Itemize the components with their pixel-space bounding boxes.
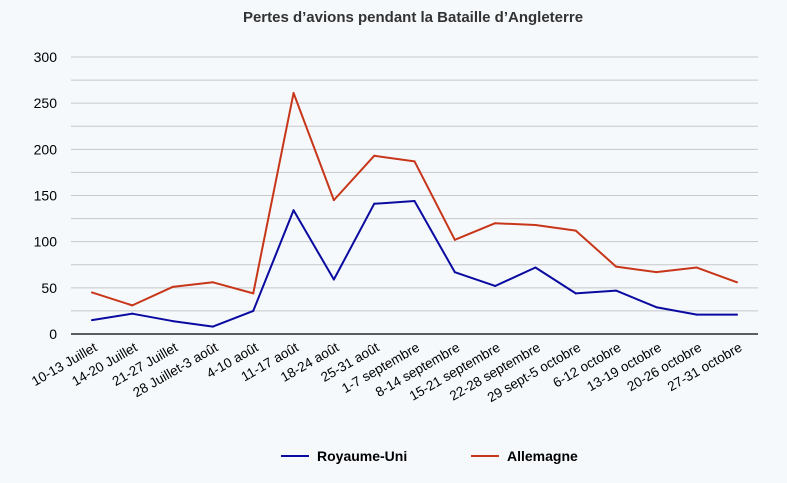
data-point — [332, 278, 335, 281]
data-point — [211, 325, 214, 328]
data-point — [131, 312, 134, 315]
legend-label: Allemagne — [507, 448, 578, 464]
legend: Royaume-Uni Allemagne — [281, 448, 578, 464]
data-point — [574, 292, 577, 295]
data-point — [91, 291, 93, 294]
data-point — [413, 200, 416, 203]
data-point — [655, 306, 658, 309]
series-line-allemagne — [91, 92, 738, 307]
data-point — [615, 289, 618, 292]
y-tick-label: 250 — [34, 95, 58, 111]
data-point — [736, 281, 738, 284]
data-point — [453, 238, 456, 241]
data-point — [655, 271, 658, 274]
data-point — [695, 313, 698, 316]
legend-label: Royaume-Uni — [317, 448, 407, 464]
data-point — [91, 319, 93, 322]
y-tick-label: 200 — [34, 141, 58, 157]
data-point — [373, 154, 376, 157]
y-tick-label: 300 — [34, 49, 58, 65]
series-line-royaume-uni — [91, 200, 737, 328]
data-point — [252, 309, 255, 312]
data-point — [494, 284, 497, 287]
legend-item[interactable]: Allemagne — [471, 448, 578, 464]
chart-title: Pertes d’avions pendant la Bataille d’An… — [243, 9, 583, 26]
legend-item[interactable]: Royaume-Uni — [281, 448, 407, 464]
data-point — [332, 199, 335, 202]
data-point — [171, 285, 174, 288]
data-point — [373, 202, 376, 205]
gridlines — [71, 56, 758, 335]
data-point — [736, 313, 738, 316]
data-point — [494, 222, 497, 225]
series-lines — [91, 92, 738, 328]
data-point — [211, 281, 214, 284]
data-point — [131, 304, 134, 307]
data-point — [574, 229, 577, 232]
data-point — [534, 224, 537, 227]
data-point — [171, 320, 174, 323]
y-tick-label: 100 — [34, 234, 58, 250]
data-point — [695, 266, 698, 269]
y-tick-label: 150 — [34, 188, 58, 204]
data-point — [292, 209, 295, 212]
data-point — [252, 292, 255, 295]
y-axis: 0 50 100 150 200 250 300 — [34, 49, 58, 342]
data-point — [615, 265, 618, 268]
y-tick-label: 0 — [49, 326, 57, 342]
data-point — [292, 92, 295, 95]
data-point — [534, 266, 537, 269]
y-tick-label: 50 — [41, 280, 57, 296]
data-point — [413, 160, 416, 163]
data-point — [453, 271, 456, 274]
